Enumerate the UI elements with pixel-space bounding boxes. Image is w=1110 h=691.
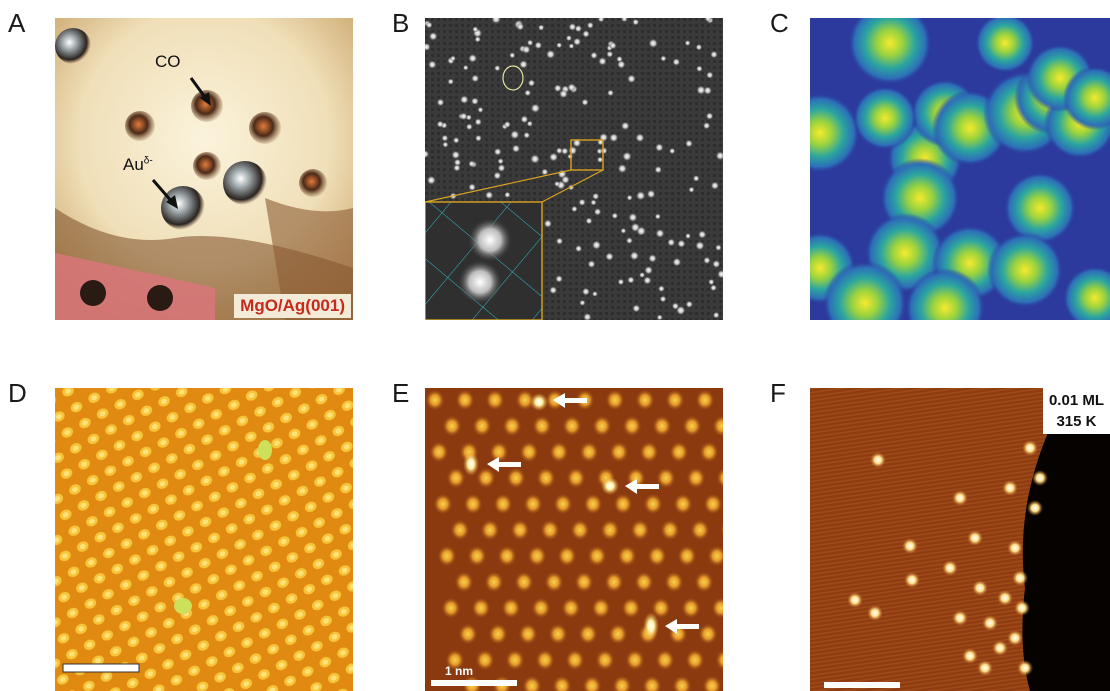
scale-bar-label: 1 nm — [445, 664, 474, 678]
panel-e-stm-image: 1 nm — [425, 388, 723, 691]
scale-bar — [824, 682, 900, 688]
coverage-label: 0.01 ML — [1048, 392, 1104, 409]
panel-f-step-edge-image: 0.01 ML 315 K — [810, 388, 1110, 691]
panel-b-stm-image — [425, 18, 723, 320]
panel-label-e: E — [392, 378, 410, 408]
co-annotation: CO — [155, 52, 181, 71]
panel-label-f: F — [770, 378, 786, 408]
panel-a-afm-image: CO Auδ- MgO/Ag(001) — [55, 18, 353, 320]
panel-label-a: A — [8, 8, 26, 38]
panel-label-b: B — [392, 8, 410, 38]
panel-label-d: D — [8, 378, 27, 408]
condition-label: 0.01 ML 315 K — [1042, 388, 1110, 434]
au-annotation-text: Au — [123, 155, 144, 174]
au-annotation: Auδ- — [123, 155, 153, 175]
panel-label-c: C — [770, 8, 789, 38]
au-charge-superscript: δ- — [143, 155, 153, 167]
step-edge-stm-image — [810, 388, 1110, 691]
stm-grayscale-image — [425, 18, 723, 320]
temperature-label: 315 K — [1056, 413, 1097, 430]
hot-colormap-lattice — [425, 388, 723, 691]
panel-c-colormap-image — [810, 18, 1110, 320]
panel-d-lattice-image — [55, 388, 353, 691]
scale-bar — [62, 663, 140, 673]
orange-atomic-lattice — [55, 388, 353, 691]
viridis-height-map — [810, 18, 1110, 320]
substrate-label: MgO/Ag(001) — [234, 294, 351, 318]
scale-bar — [431, 680, 517, 686]
arrow-markers — [487, 393, 699, 634]
afm-au-mgo-image — [55, 18, 353, 320]
